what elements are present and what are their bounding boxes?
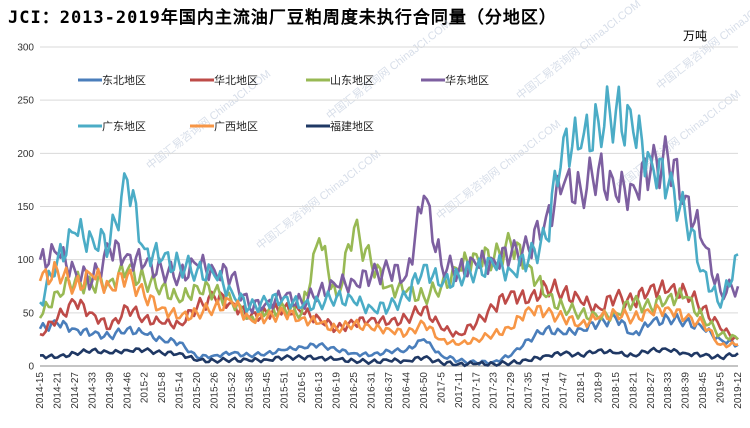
x-tick-label: 2018-45 bbox=[698, 372, 709, 409]
y-tick-label: 50 bbox=[23, 308, 35, 319]
x-tick-label: 2018-15 bbox=[611, 372, 622, 409]
watermark-text: 中国汇易咨询网 ChinaJCI.COM bbox=[253, 147, 383, 253]
x-tick-label: 2014-39 bbox=[105, 372, 116, 409]
x-tick-label: 2015-51 bbox=[279, 372, 290, 409]
x-tick-label: 2016-37 bbox=[384, 372, 395, 409]
x-tick-label: 2015-38 bbox=[244, 372, 255, 409]
x-tick-label: 2019-5 bbox=[716, 372, 727, 404]
legend-label: 广西地区 bbox=[214, 120, 258, 133]
legend-label: 华北地区 bbox=[214, 73, 258, 87]
legend-label: 福建地区 bbox=[330, 119, 374, 133]
x-tick-label: 2014-33 bbox=[87, 372, 98, 409]
x-tick-label: 2017-5 bbox=[436, 372, 447, 404]
x-tick-label: 2015-32 bbox=[227, 372, 238, 409]
x-tick-label: 2015-8 bbox=[157, 372, 168, 404]
series-line-7 bbox=[39, 346, 739, 368]
x-tick-label: 2018-39 bbox=[681, 372, 692, 409]
x-tick-label: 2015-2 bbox=[140, 372, 151, 404]
watermark-text: 中国汇易咨询网 ChinaJCI.COM bbox=[653, 0, 750, 92]
x-tick-label: 2017-23 bbox=[489, 372, 500, 409]
x-tick-label: 2014-46 bbox=[122, 372, 133, 409]
series-line-1 bbox=[38, 312, 739, 366]
x-tick-label: 2016-50 bbox=[419, 372, 430, 409]
series-line-4 bbox=[38, 135, 740, 314]
x-tick-label: 2017-11 bbox=[454, 372, 465, 408]
x-tick-label: 2018-33 bbox=[663, 372, 674, 409]
x-tick-label: 2017-29 bbox=[506, 372, 517, 409]
series-line-6 bbox=[38, 260, 738, 349]
legend-label: 广东地区 bbox=[102, 120, 146, 133]
x-tick-label: 2016-25 bbox=[349, 372, 360, 409]
x-tick-label: 2018-9 bbox=[593, 372, 604, 404]
series-line-5 bbox=[39, 85, 739, 315]
x-tick-label: 2015-14 bbox=[175, 372, 186, 409]
x-tick-label: 2018-27 bbox=[646, 372, 657, 409]
legend-label: 华东地区 bbox=[445, 73, 489, 87]
watermark-text: 中国汇易咨询网 ChinaJCI.COM bbox=[323, 17, 453, 123]
x-tick-label: 2014-21 bbox=[52, 372, 63, 409]
x-tick-label: 2017-47 bbox=[559, 372, 570, 409]
x-tick-label: 2018-1 bbox=[576, 372, 587, 404]
unit-label: 万吨 bbox=[683, 29, 708, 43]
x-tick-label: 2016-19 bbox=[332, 372, 343, 409]
x-tick-label: 2014-27 bbox=[70, 372, 81, 409]
y-tick-label: 0 bbox=[28, 362, 34, 373]
y-tick-label: 200 bbox=[17, 149, 34, 160]
x-tick-label: 2019-12 bbox=[733, 372, 744, 409]
watermark-text: 中国汇易咨询网 ChinaJCI.COM bbox=[513, 0, 643, 102]
x-tick-label: 2016-31 bbox=[367, 372, 378, 409]
x-tick-label: 2017-41 bbox=[541, 372, 552, 409]
x-tick-label: 2016-5 bbox=[297, 372, 308, 404]
x-tick-label: 2016-13 bbox=[314, 372, 325, 409]
y-tick-label: 100 bbox=[17, 255, 34, 266]
x-tick-label: 2015-26 bbox=[210, 372, 221, 409]
y-tick-label: 150 bbox=[17, 202, 34, 213]
legend-label: 东北地区 bbox=[102, 74, 146, 87]
legend-label: 山东地区 bbox=[330, 74, 374, 87]
x-tick-label: 2016-44 bbox=[401, 372, 412, 409]
series-line-2 bbox=[39, 278, 739, 341]
x-tick-label: 2015-20 bbox=[192, 372, 203, 409]
x-tick-label: 2014-15 bbox=[35, 372, 46, 409]
x-tick-label: 2015-45 bbox=[262, 372, 273, 409]
y-tick-label: 250 bbox=[17, 96, 34, 107]
x-tick-label: 2017-35 bbox=[524, 372, 535, 409]
x-tick-label: 2018-21 bbox=[628, 372, 639, 409]
chart-title: JCI：2013-2019年国内主流油厂豆粕周度未执行合同量（分地区） bbox=[8, 8, 557, 28]
y-tick-label: 300 bbox=[17, 43, 34, 54]
x-tick-label: 2017-17 bbox=[471, 372, 482, 409]
